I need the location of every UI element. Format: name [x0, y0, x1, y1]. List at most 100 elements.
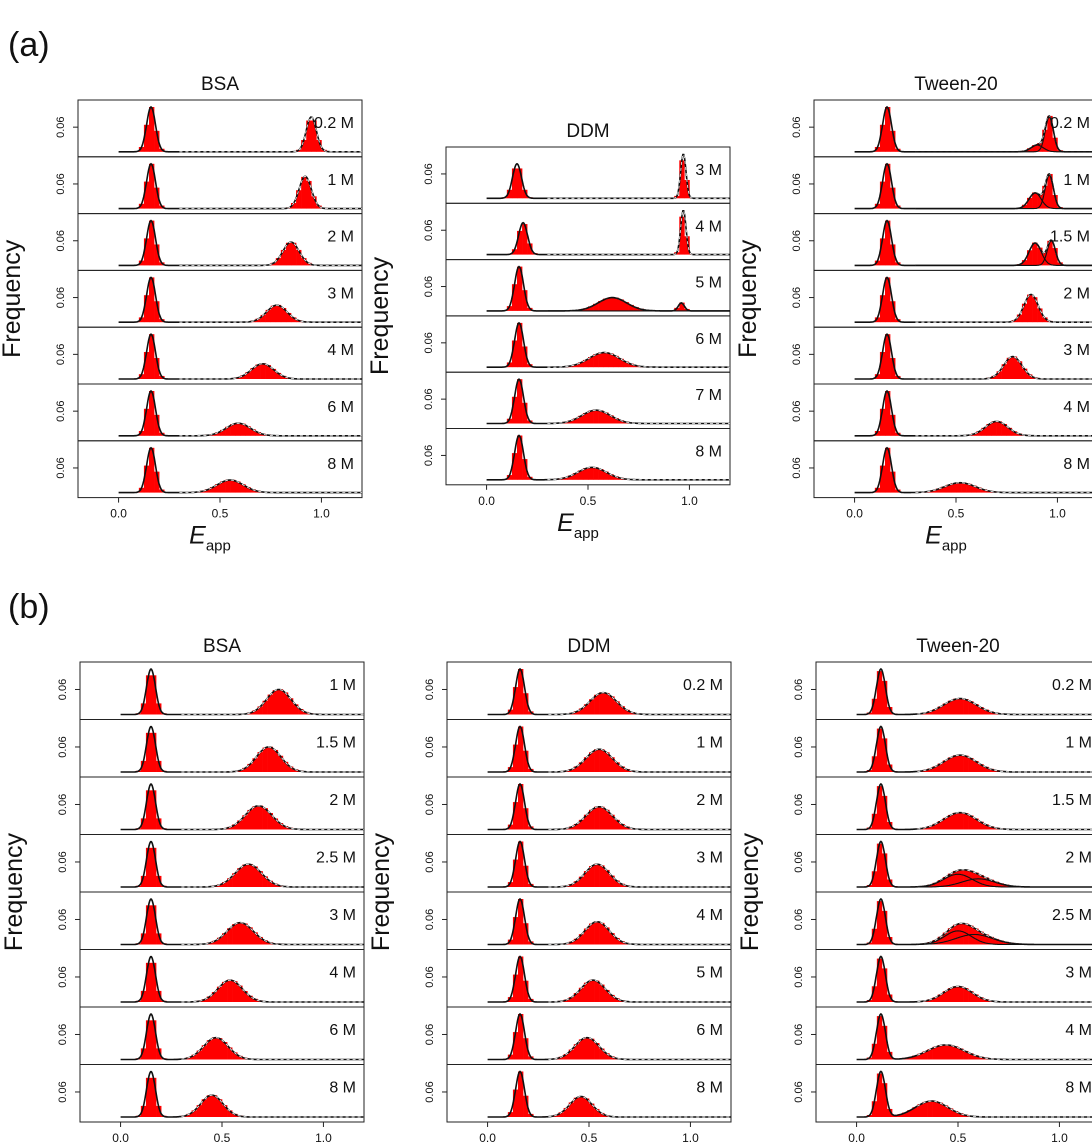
histogram-bar [991, 375, 997, 379]
histogram-bar [1037, 247, 1043, 266]
histogram-bar [881, 910, 888, 945]
y-tick-label: 0.06 [424, 966, 436, 987]
histogram-bar [240, 375, 246, 379]
histogram-bar [876, 671, 883, 715]
histogram-bar [947, 1108, 954, 1117]
histogram-row: 0.06 0.2 M [791, 99, 1092, 158]
histogram-row: 0.06 1 M [57, 661, 365, 720]
fit-curve [118, 389, 362, 437]
fit-curve-dashed [181, 805, 364, 830]
histogram-bar [577, 362, 584, 368]
histogram-bar [301, 258, 307, 266]
histogram-bar [149, 163, 155, 209]
histogram-bar [983, 877, 989, 887]
histogram-bar [523, 1095, 529, 1117]
x-tick-label: 0.5 [214, 1131, 231, 1142]
histogram-bar [156, 703, 162, 715]
x-axis-label-sub: app [574, 525, 599, 542]
histogram-bar [267, 694, 274, 715]
y-tick-label: 0.06 [424, 679, 436, 700]
plots-layer: BSA Frequency 0.06 0.2 M 0.06 1 M 0.06 2 M 0.06 3… [0, 74, 1092, 1142]
histogram-bar [609, 696, 615, 715]
y-tick-label: 0.06 [57, 966, 69, 987]
histogram-bar [220, 429, 226, 436]
histogram-bar [599, 749, 605, 772]
histogram-bar [583, 1037, 590, 1060]
x-axis-label: Eapp [557, 509, 599, 542]
x-tick-label: 0.5 [580, 494, 597, 508]
histogram-bar [589, 1103, 595, 1117]
histogram-bar [211, 992, 218, 1002]
histogram-bar [567, 420, 574, 424]
histogram-bar [1001, 423, 1008, 436]
histogram-bar [572, 364, 579, 368]
row-label: 3 M [1063, 342, 1090, 359]
histogram-bar [232, 924, 238, 945]
histogram-row: 0.06 2 M [791, 269, 1092, 328]
histogram-stack-2: Tween-20 Frequency 0.06 0.2 M 0.06 1 M 0.06 1.5… [734, 74, 1092, 555]
histogram-bar [983, 824, 989, 830]
histogram-bar [958, 1048, 964, 1060]
histogram-bar [593, 303, 599, 311]
histogram-bar [958, 1113, 964, 1117]
histogram-bar [242, 767, 248, 772]
histogram-bar [876, 786, 883, 830]
histogram-bar [267, 880, 274, 887]
x-tick-label: 1.0 [1049, 507, 1066, 521]
histogram-bar [573, 823, 580, 830]
histogram-bar [149, 107, 155, 152]
histogram-bar [145, 790, 152, 830]
histogram-bar [250, 489, 256, 493]
histogram-bar [230, 424, 236, 436]
histogram-bar [296, 249, 302, 266]
histogram-bar [245, 426, 251, 436]
histogram-stack-3: BSA Frequency 0.06 1 M 0.06 1.5 M 0.06 2 M 0.06 2… [0, 636, 365, 1142]
histogram-row: 0.06 3 M [424, 834, 732, 893]
histogram-bar [879, 351, 886, 379]
x-tick-label: 0.5 [950, 1131, 967, 1142]
histogram-bar [887, 707, 893, 715]
histogram-bar [885, 391, 891, 436]
histogram-bar [257, 805, 263, 830]
histogram-bar [578, 1039, 585, 1060]
histogram-bar [512, 802, 519, 830]
histogram-bar [151, 1020, 157, 1060]
histogram-bar [887, 994, 893, 1002]
histogram-bar [613, 355, 619, 368]
histogram-stack-1: DDM Frequency 0.06 3 M 0.06 4 M 0.06 5 M 0.06 6 M… [366, 121, 731, 542]
histogram-bar [583, 871, 590, 887]
histogram-bar [507, 767, 514, 772]
histogram-bar [211, 1037, 218, 1060]
histogram-bar [240, 484, 246, 493]
histogram-bar [232, 1113, 238, 1117]
histogram-stack-5: Tween-20 Frequency 0.06 0.2 M 0.06 1 M 0.06 1.5… [736, 636, 1092, 1142]
histogram-bar [578, 762, 585, 772]
histogram-bar [922, 1051, 928, 1060]
histogram-bar [245, 487, 251, 493]
histogram-bar [874, 146, 881, 152]
histogram-bar [507, 1054, 514, 1060]
histogram-bar [609, 814, 615, 830]
histogram-bar [679, 302, 685, 311]
histogram-bar [871, 698, 878, 715]
row-label: 3 M [329, 907, 356, 924]
histogram-bar [988, 768, 994, 772]
fit-curve [118, 446, 362, 494]
histogram-bar [287, 766, 294, 772]
histogram-bar [227, 979, 233, 1002]
fit-curve-dashed [547, 409, 730, 424]
histogram-bar [981, 489, 987, 493]
histogram-bar [568, 941, 575, 945]
histogram-bar [973, 928, 979, 945]
histogram-bar [1027, 250, 1033, 266]
histogram-bar [922, 1101, 928, 1117]
histogram-bar [272, 818, 279, 830]
histogram-bar [517, 322, 523, 368]
histogram-bar [937, 1045, 944, 1060]
histogram-bar [204, 489, 211, 493]
histogram-bar [874, 487, 881, 493]
histogram-bar [1032, 145, 1038, 152]
histogram-bar [628, 363, 634, 368]
x-tick-label: 0.0 [478, 494, 495, 508]
